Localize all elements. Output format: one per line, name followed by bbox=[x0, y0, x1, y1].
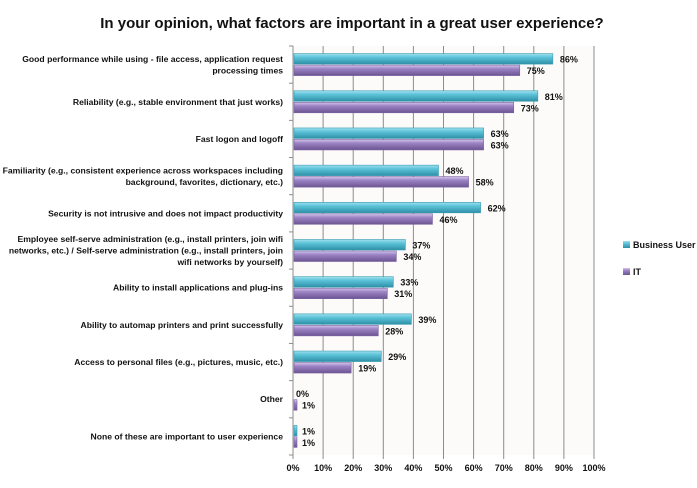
bar-business-user bbox=[293, 90, 539, 102]
category-label: processing times bbox=[212, 65, 283, 75]
bar-business-user bbox=[293, 164, 439, 176]
bar-business-user bbox=[293, 276, 394, 288]
x-tick-label: 50% bbox=[434, 463, 452, 473]
bar-business-user bbox=[293, 239, 406, 251]
data-label: 62% bbox=[488, 203, 506, 213]
category-label: Access to personal files (e.g., pictures… bbox=[74, 357, 283, 367]
category-label: Ability to install applications and plug… bbox=[113, 283, 283, 293]
x-tick-label: 90% bbox=[555, 463, 573, 473]
category-label: Good performance while using - file acce… bbox=[22, 54, 283, 64]
bar-it bbox=[293, 139, 484, 151]
bar-business-user bbox=[293, 53, 554, 65]
data-label: 34% bbox=[403, 252, 421, 262]
category-label: None of these are important to user expe… bbox=[91, 431, 284, 441]
bar-it bbox=[293, 399, 298, 411]
x-tick-label: 10% bbox=[314, 463, 332, 473]
category-label: networks, etc.) / Self-serve administrat… bbox=[9, 246, 283, 256]
x-tick-label: 20% bbox=[344, 463, 362, 473]
bar-it bbox=[293, 287, 388, 299]
bar-it bbox=[293, 436, 298, 448]
data-label: 39% bbox=[418, 315, 436, 325]
category-label: background, favorites, dictionary, etc.) bbox=[126, 177, 284, 187]
x-tick-label: 30% bbox=[374, 463, 392, 473]
gridlines bbox=[322, 46, 595, 455]
category-label: Employee self-serve administration (e.g.… bbox=[17, 234, 283, 244]
bars: 86%75%81%73%63%63%48%58%62%46%37%34%33%3… bbox=[293, 53, 578, 448]
chart-title: In your opinion, what factors are import… bbox=[100, 15, 603, 32]
legend-swatch-it bbox=[623, 268, 630, 275]
x-tick-label: 80% bbox=[525, 463, 543, 473]
category-labels: Good performance while using - file acce… bbox=[3, 54, 284, 442]
category-label: Reliability (e.g., stable environment th… bbox=[73, 97, 283, 107]
bar-business-user bbox=[293, 127, 484, 139]
bar-business-user bbox=[293, 425, 298, 437]
bar-it bbox=[293, 362, 352, 374]
category-label: Fast logon and logoff bbox=[196, 134, 283, 144]
data-label: 63% bbox=[491, 129, 509, 139]
legend: Business User IT bbox=[623, 240, 696, 277]
data-label: 63% bbox=[491, 140, 509, 150]
bar-business-user bbox=[293, 202, 481, 214]
data-label: 58% bbox=[476, 178, 494, 188]
category-label: wifi networks by yourself) bbox=[176, 257, 283, 267]
data-label: 48% bbox=[445, 166, 463, 176]
data-label: 0% bbox=[296, 389, 309, 399]
bar-it bbox=[293, 325, 379, 337]
data-label: 1% bbox=[302, 401, 315, 411]
x-tick-label: 100% bbox=[582, 463, 605, 473]
category-label: Ability to automap printers and print su… bbox=[81, 320, 284, 330]
bar-it bbox=[293, 213, 433, 225]
category-label: Other bbox=[260, 394, 284, 404]
bar-business-user bbox=[293, 350, 382, 362]
data-label: 86% bbox=[560, 55, 578, 65]
data-label: 29% bbox=[388, 352, 406, 362]
x-tick-label: 70% bbox=[495, 463, 513, 473]
bar-business-user bbox=[293, 313, 412, 325]
x-tick-label: 40% bbox=[404, 463, 422, 473]
x-tick-label: 60% bbox=[465, 463, 483, 473]
data-label: 31% bbox=[394, 289, 412, 299]
data-label: 1% bbox=[302, 426, 315, 436]
data-label: 33% bbox=[400, 278, 418, 288]
axis: 0% 10% 20% 30% 40% 50% 60% 70% 80% 90% 100% bbox=[286, 45, 606, 473]
bar-it bbox=[293, 250, 397, 262]
data-label: 75% bbox=[527, 66, 545, 76]
data-label: 46% bbox=[439, 215, 457, 225]
legend-swatch-business-user bbox=[623, 241, 630, 248]
bar-it bbox=[293, 64, 521, 76]
legend-label: Business User bbox=[633, 240, 696, 250]
category-label: Security is not intrusive and does not i… bbox=[48, 208, 283, 218]
category-label: Familiarity (e.g., consistent experience… bbox=[3, 165, 283, 175]
bar-it bbox=[293, 101, 515, 114]
x-tick-label: 0% bbox=[286, 463, 299, 473]
legend-label: IT bbox=[633, 267, 642, 277]
data-label: 28% bbox=[385, 326, 403, 336]
data-label: 37% bbox=[412, 241, 430, 251]
data-label: 19% bbox=[358, 364, 376, 374]
data-label: 73% bbox=[521, 103, 539, 113]
data-label: 81% bbox=[545, 92, 563, 102]
bar-it bbox=[293, 176, 469, 188]
data-label: 1% bbox=[302, 438, 315, 448]
